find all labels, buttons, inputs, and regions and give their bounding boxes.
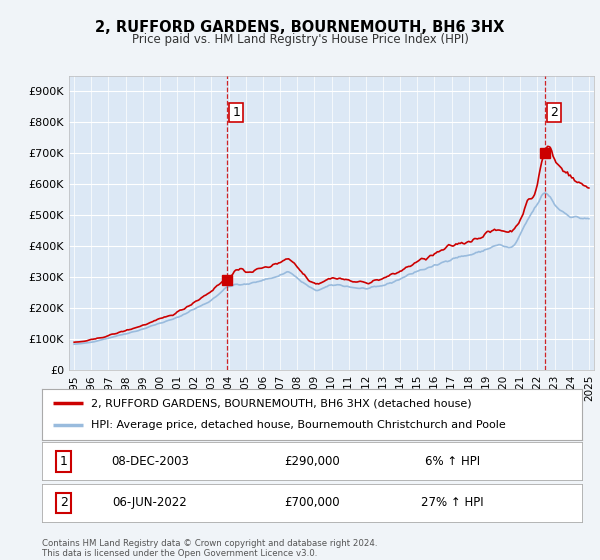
Text: 2, RUFFORD GARDENS, BOURNEMOUTH, BH6 3HX (detached house): 2, RUFFORD GARDENS, BOURNEMOUTH, BH6 3HX… xyxy=(91,398,471,408)
Text: 06-JUN-2022: 06-JUN-2022 xyxy=(113,496,187,510)
Text: 1: 1 xyxy=(232,106,240,119)
Text: 2: 2 xyxy=(59,496,68,510)
Text: £290,000: £290,000 xyxy=(284,455,340,468)
Text: 27% ↑ HPI: 27% ↑ HPI xyxy=(421,496,484,510)
Text: 1: 1 xyxy=(59,455,68,468)
Text: 2, RUFFORD GARDENS, BOURNEMOUTH, BH6 3HX: 2, RUFFORD GARDENS, BOURNEMOUTH, BH6 3HX xyxy=(95,20,505,35)
Text: 6% ↑ HPI: 6% ↑ HPI xyxy=(425,455,480,468)
Text: Price paid vs. HM Land Registry's House Price Index (HPI): Price paid vs. HM Land Registry's House … xyxy=(131,33,469,46)
Text: 08-DEC-2003: 08-DEC-2003 xyxy=(111,455,189,468)
Text: HPI: Average price, detached house, Bournemouth Christchurch and Poole: HPI: Average price, detached house, Bour… xyxy=(91,421,505,431)
Text: 2: 2 xyxy=(550,106,557,119)
Text: Contains HM Land Registry data © Crown copyright and database right 2024.
This d: Contains HM Land Registry data © Crown c… xyxy=(42,539,377,558)
Text: £700,000: £700,000 xyxy=(284,496,340,510)
